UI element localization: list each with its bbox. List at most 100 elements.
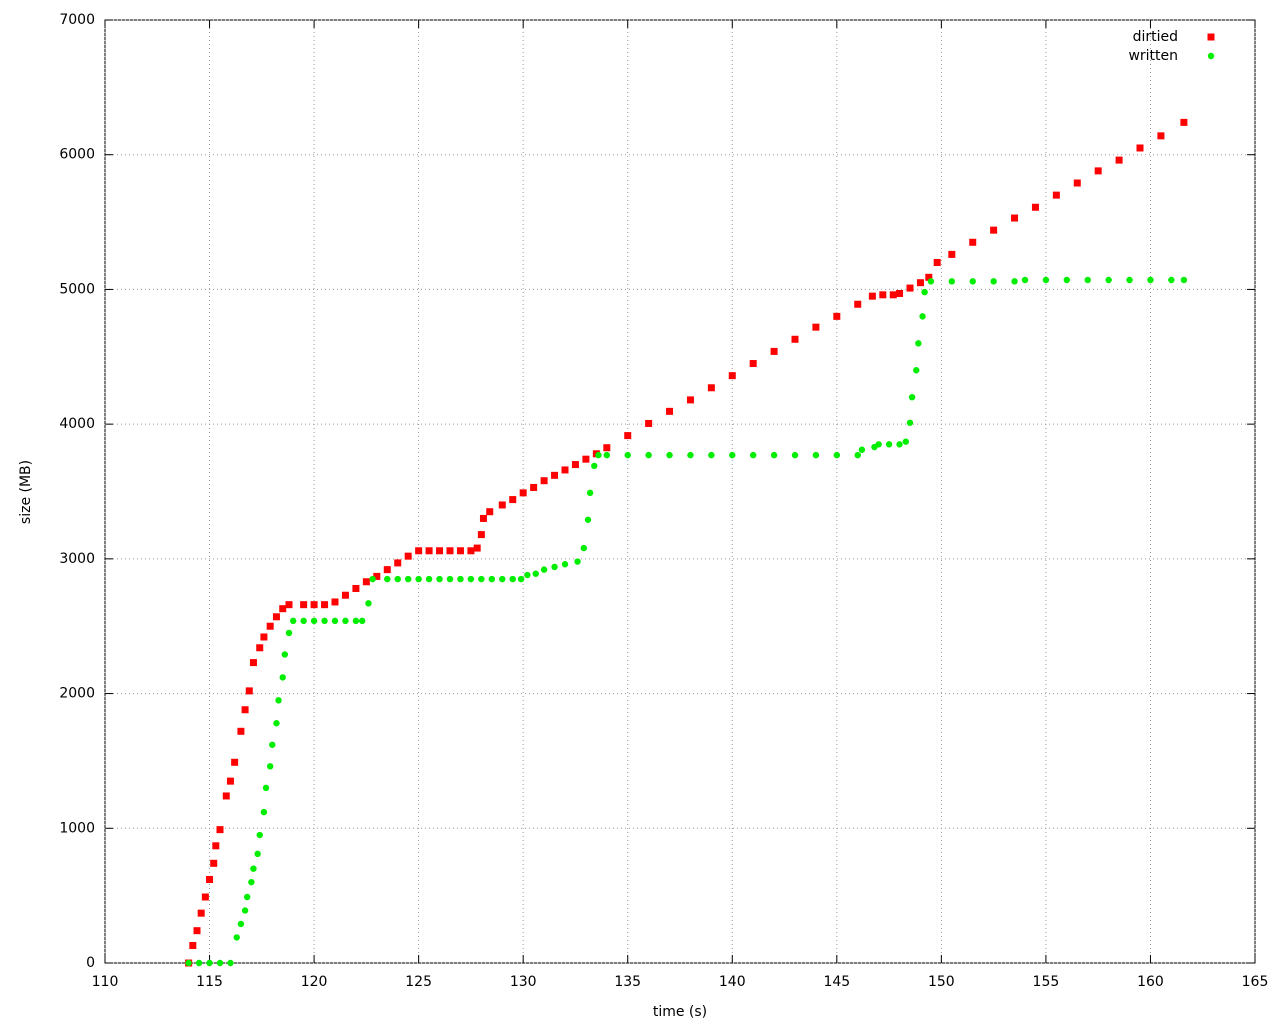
point [233, 934, 240, 941]
point [281, 651, 289, 658]
point [948, 278, 956, 285]
point [791, 451, 799, 459]
point [749, 451, 757, 459]
point [915, 340, 922, 347]
point [854, 300, 862, 308]
point [212, 842, 220, 850]
point [446, 575, 454, 583]
point [254, 850, 261, 858]
point [273, 720, 280, 727]
point [1084, 276, 1091, 284]
point [256, 644, 264, 652]
point [373, 572, 381, 580]
point [1136, 144, 1144, 152]
point [310, 601, 318, 609]
point [666, 407, 674, 415]
point [603, 451, 611, 459]
point [645, 419, 653, 427]
point [875, 441, 882, 448]
point [591, 462, 598, 470]
x-tick-label: 125 [405, 974, 432, 990]
x-tick-label: 110 [92, 974, 119, 990]
point [216, 826, 224, 834]
point [473, 544, 481, 552]
point [791, 335, 799, 343]
point [266, 763, 274, 770]
point [571, 461, 579, 469]
point [990, 226, 998, 234]
point [321, 601, 329, 609]
point [1168, 276, 1175, 284]
point [686, 396, 694, 404]
y-tick-label: 1000 [59, 820, 95, 836]
point [1011, 278, 1018, 285]
point [266, 622, 274, 630]
point [245, 687, 253, 695]
point [1042, 276, 1050, 284]
point [896, 289, 904, 297]
point [1147, 276, 1154, 284]
point [913, 367, 920, 374]
x-tick-label: 165 [1242, 974, 1269, 990]
point [729, 451, 736, 459]
y-axis-label: size (MB) [18, 460, 34, 524]
point [532, 570, 539, 577]
point [509, 496, 517, 504]
point [237, 727, 245, 735]
point [279, 674, 286, 681]
point [624, 451, 631, 459]
y-tick-label: 5000 [59, 281, 95, 297]
point [770, 451, 778, 459]
point [272, 613, 280, 621]
point [285, 601, 293, 609]
point [919, 313, 926, 320]
point [770, 347, 778, 355]
point [624, 432, 632, 440]
legend-label: dirtied [1133, 29, 1178, 45]
x-tick-label: 130 [510, 974, 537, 990]
point [908, 394, 916, 401]
point [248, 878, 255, 886]
point [425, 547, 433, 555]
point [1021, 276, 1029, 284]
point [216, 959, 224, 967]
point [551, 471, 559, 479]
point [383, 566, 391, 574]
point [201, 893, 209, 901]
point [341, 591, 349, 599]
point [250, 865, 257, 872]
point [749, 360, 757, 368]
point [226, 777, 234, 785]
point [879, 291, 887, 299]
point [1180, 118, 1188, 126]
point [666, 451, 673, 459]
point [394, 559, 402, 567]
point [479, 514, 487, 522]
point [362, 578, 370, 586]
point [833, 451, 841, 459]
point [603, 444, 611, 452]
legend-label: written [1128, 48, 1178, 64]
point [595, 451, 602, 459]
x-tick-label: 115 [196, 974, 223, 990]
point [260, 808, 268, 816]
point [404, 575, 412, 583]
point [580, 544, 588, 552]
point [858, 446, 866, 453]
point [854, 451, 861, 459]
point [275, 697, 282, 704]
point [530, 483, 538, 491]
point [509, 575, 516, 583]
point [342, 617, 349, 625]
point [436, 575, 443, 583]
point [728, 372, 736, 380]
x-axis-label: time (s) [653, 1004, 707, 1020]
point [446, 547, 454, 555]
point [916, 279, 924, 287]
point [969, 238, 977, 246]
point [499, 575, 506, 583]
point [1157, 132, 1165, 140]
point [352, 617, 360, 625]
point [833, 312, 841, 320]
